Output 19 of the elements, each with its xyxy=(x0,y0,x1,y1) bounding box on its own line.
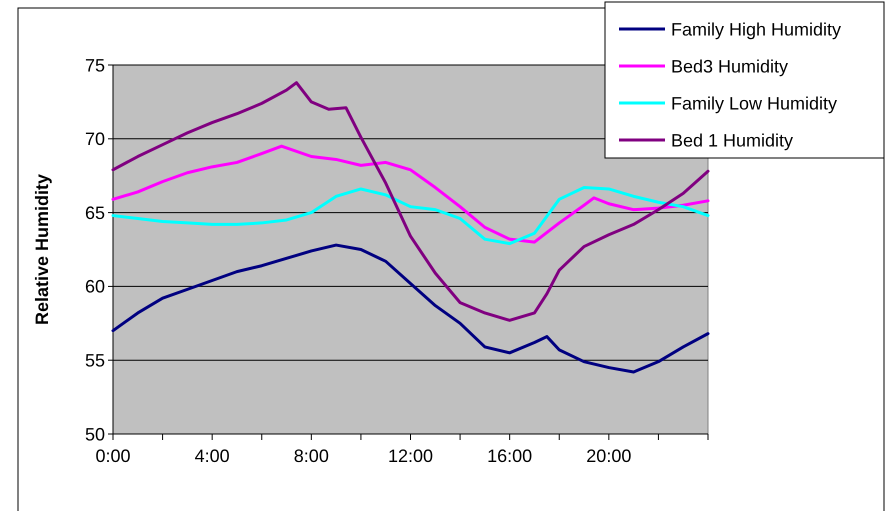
legend-label: Bed3 Humidity xyxy=(671,56,788,76)
y-tick-label: 60 xyxy=(84,276,105,297)
legend-label: Bed 1 Humidity xyxy=(671,130,794,150)
x-tick-label: 0:00 xyxy=(95,446,131,466)
y-tick-label: 50 xyxy=(84,424,105,444)
x-tick-label: 20:00 xyxy=(586,446,632,466)
line-series xyxy=(112,244,710,374)
x-tick-label: 4:00 xyxy=(194,446,230,466)
y-tick-label: 55 xyxy=(84,350,105,370)
x-tick-label: 8:00 xyxy=(294,446,329,466)
y-axis-title: Relative Humidity xyxy=(32,174,52,326)
x-tick-label: 12:00 xyxy=(388,446,434,466)
y-tick-label: 70 xyxy=(84,129,105,150)
x-tick-label: 16:00 xyxy=(487,446,532,466)
y-tick-label: 65 xyxy=(84,202,105,223)
line-series xyxy=(112,186,710,246)
legend-label: Family High Humidity xyxy=(671,19,842,40)
legend-label: Family Low Humidity xyxy=(671,93,838,114)
y-tick-label: 75 xyxy=(84,55,105,76)
